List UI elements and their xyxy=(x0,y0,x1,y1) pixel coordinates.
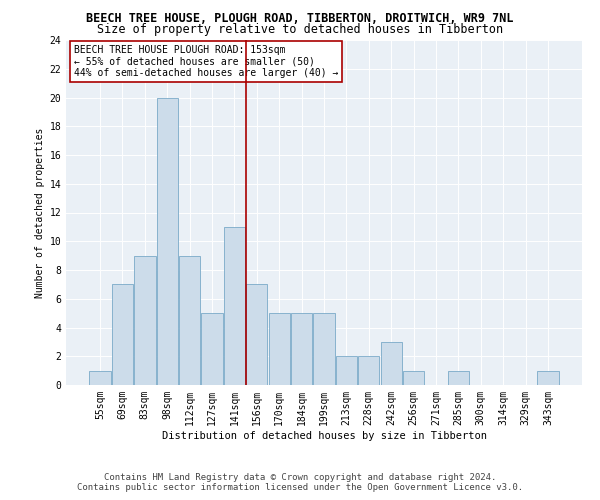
Bar xyxy=(112,284,133,385)
Bar xyxy=(336,356,357,385)
Bar xyxy=(403,370,424,385)
Bar xyxy=(448,370,469,385)
Bar xyxy=(380,342,402,385)
Text: Contains HM Land Registry data © Crown copyright and database right 2024.
Contai: Contains HM Land Registry data © Crown c… xyxy=(77,473,523,492)
Text: Size of property relative to detached houses in Tibberton: Size of property relative to detached ho… xyxy=(97,22,503,36)
Bar xyxy=(537,370,559,385)
Bar xyxy=(134,256,155,385)
Bar xyxy=(269,313,290,385)
Bar xyxy=(358,356,379,385)
Bar xyxy=(291,313,312,385)
Bar xyxy=(224,227,245,385)
Text: BEECH TREE HOUSE PLOUGH ROAD: 153sqm
← 55% of detached houses are smaller (50)
4: BEECH TREE HOUSE PLOUGH ROAD: 153sqm ← 5… xyxy=(74,45,338,78)
Y-axis label: Number of detached properties: Number of detached properties xyxy=(35,128,45,298)
Bar xyxy=(313,313,335,385)
Bar xyxy=(202,313,223,385)
Bar xyxy=(179,256,200,385)
Bar xyxy=(157,98,178,385)
Bar xyxy=(89,370,111,385)
X-axis label: Distribution of detached houses by size in Tibberton: Distribution of detached houses by size … xyxy=(161,430,487,440)
Text: BEECH TREE HOUSE, PLOUGH ROAD, TIBBERTON, DROITWICH, WR9 7NL: BEECH TREE HOUSE, PLOUGH ROAD, TIBBERTON… xyxy=(86,12,514,26)
Bar xyxy=(246,284,268,385)
